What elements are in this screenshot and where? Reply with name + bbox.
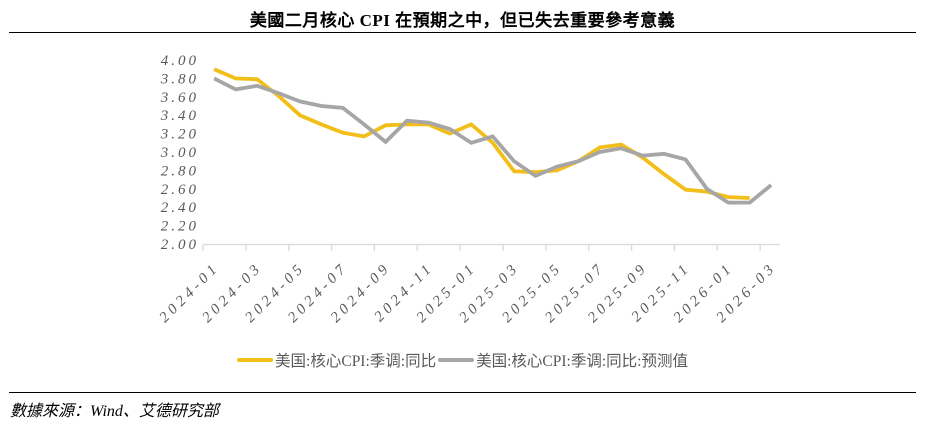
legend-swatch-actual	[237, 358, 274, 362]
data-source-note: 數據來源：Wind、艾德研究部	[10, 403, 219, 420]
legend-label-forecast: 美国:核心CPI:季调:同比:预测值	[476, 353, 688, 370]
y-axis-labels: 2.00 2.20 2.40 2.60 2.80 3.00 3.20 3.40 3.60 3.80…	[160, 53, 199, 253]
series-forecast-line	[213, 76, 773, 205]
x-axis-labels: 2024-012024-032024-052024-072024-092024-…	[157, 260, 780, 326]
y-axis-label: 2.80	[161, 163, 199, 179]
y-axis-label: 3.20	[160, 127, 199, 143]
footer-separator-line	[9, 392, 916, 393]
legend-item-actual: 美国:核心CPI:季调:同比	[237, 349, 436, 371]
legend-swatch-forecast	[438, 358, 475, 362]
legend-item-forecast: 美国:核心CPI:季调:同比:预测值	[438, 349, 688, 371]
y-axis-label: 3.80	[160, 71, 199, 87]
y-axis-label: 2.00	[161, 237, 199, 253]
chart-legend: 美国:核心CPI:季调:同比 美国:核心CPI:季调:同比:预测值	[0, 349, 925, 371]
x-axis	[202, 243, 780, 251]
y-axis-label: 3.60	[160, 90, 199, 106]
y-axis-label: 3.40	[160, 108, 199, 124]
y-axis-label: 2.40	[161, 200, 199, 216]
y-axis-label: 2.20	[161, 219, 199, 235]
y-axis-label: 3.00	[160, 145, 199, 161]
chart-title: 美國二月核心 CPI 在預期之中，但已失去重要參考意義	[249, 11, 676, 30]
y-axis-label: 2.60	[161, 182, 199, 198]
y-axis-label: 4.00	[161, 53, 199, 69]
title-separator-line	[9, 32, 916, 33]
series-actual-line	[213, 67, 750, 200]
legend-label-actual: 美国:核心CPI:季调:同比	[275, 353, 437, 370]
cpi-line-chart: 2.00 2.20 2.40 2.60 2.80 3.00 3.20 3.40 3.60 3.80…	[157, 53, 780, 326]
